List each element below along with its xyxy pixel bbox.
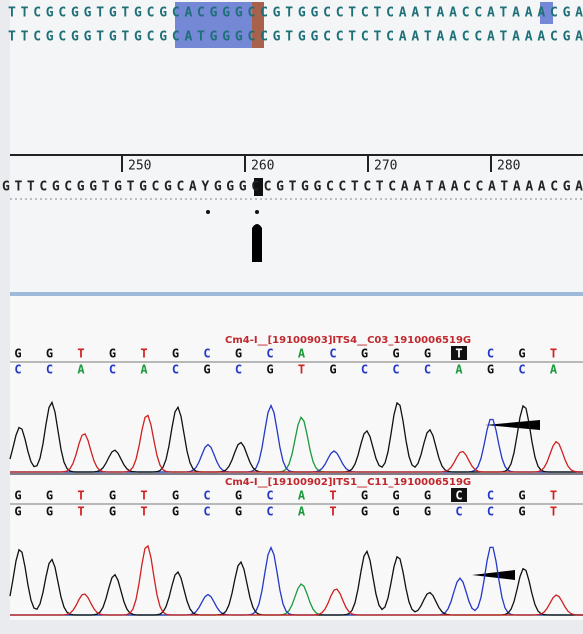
base-call: T [77,489,84,503]
base-call: C [172,363,179,377]
base-call: T [140,489,147,503]
base-call: G [46,347,53,361]
base-call: C [455,489,462,503]
base-call: G [109,347,116,361]
base-call: T [455,347,462,361]
base-call: G [424,489,431,503]
base-call: C [266,489,273,503]
base-call: G [109,489,116,503]
base-call: G [518,489,525,503]
base-call: A [298,347,306,361]
base-call: C [487,347,494,361]
base-call: C [487,505,494,519]
base-call: C [266,505,273,519]
base-call: T [140,505,147,519]
base-call: T [77,347,84,361]
separator [10,292,583,296]
base-call: C [361,363,368,377]
base-call: G [424,505,431,519]
screen: TTCGCGGTGTGCGCACGGGCCGTGGCCTCTCAATAACCAT… [0,0,583,634]
ruler-label: 250 [128,159,151,174]
base-call: G [46,505,53,519]
base-call: G [14,489,21,503]
base-call: C [14,363,21,377]
base-call: C [203,347,210,361]
ruler-label: 270 [374,159,397,174]
base-call: G [109,505,116,519]
base-call: G [518,505,525,519]
base-call: C [392,363,399,377]
ruler-label: 260 [251,159,274,174]
base-call: C [329,347,336,361]
base-call: A [140,363,148,377]
base-call: T [329,489,336,503]
base-call: T [140,347,147,361]
base-call: C [424,363,431,377]
base-call: G [487,363,494,377]
base-call: G [46,489,53,503]
base-call: G [172,505,179,519]
dot [255,210,259,214]
base-call: A [550,363,558,377]
base-call: G [235,505,242,519]
base-call: G [235,489,242,503]
base-call: T [550,505,557,519]
dot [206,210,210,214]
trace-label: Cm4-I__[19100903]ITS4__C03_1910006519G [225,335,471,346]
base-call: T [77,505,84,519]
base-call: C [203,489,210,503]
base-call: G [14,505,21,519]
base-call: C [487,489,494,503]
base-call: G [424,347,431,361]
trace-label: Cm4-I__[19100902]ITS1__C11_1910006519G [225,477,471,488]
base-call: G [361,489,368,503]
base-call: C [518,363,525,377]
base-call: C [203,505,210,519]
base-call: G [172,489,179,503]
base-call: G [361,505,368,519]
base-call: G [361,347,368,361]
base-call: G [392,489,399,503]
base-call: C [46,363,53,377]
base-call: G [392,347,399,361]
base-call: T [329,505,336,519]
base-call: A [298,505,306,519]
base-call: G [266,363,273,377]
base-call: A [298,489,306,503]
base-call: A [77,363,85,377]
base-call: T [550,347,557,361]
base-call: G [14,347,21,361]
arrow-marker [252,224,262,262]
base-call: C [455,505,462,519]
base-call: A [455,363,463,377]
base-call: T [550,489,557,503]
base-call: G [518,347,525,361]
base-call: C [235,363,242,377]
base-call: G [392,505,399,519]
base-call: T [298,363,305,377]
ruler-label: 280 [497,159,520,174]
base-call: C [109,363,116,377]
base-call: G [329,363,336,377]
base-call: G [172,347,179,361]
base-call: C [266,347,273,361]
base-call: G [203,363,210,377]
base-call: G [235,347,242,361]
